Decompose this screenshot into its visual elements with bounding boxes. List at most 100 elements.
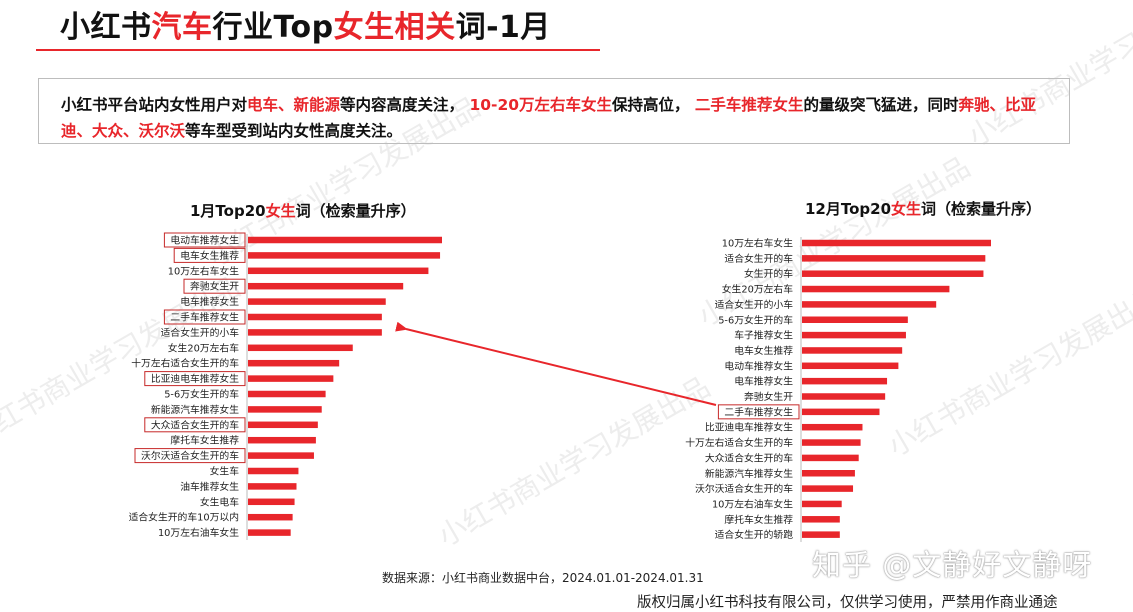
category-label: 5-6万女生开的车	[164, 388, 239, 401]
chart-title-part: 女生	[265, 202, 296, 220]
highlight-box	[163, 232, 246, 248]
chart-title-part: 12月Top20	[805, 200, 892, 218]
chart-title-part: 词（检索量升序）	[295, 202, 416, 220]
bar	[802, 347, 903, 354]
category-label: 10万左右油车女生	[712, 497, 793, 510]
bar	[248, 267, 429, 275]
category-label: 女生20万左右车	[168, 341, 239, 354]
category-label: 摩托车女生推荐	[170, 434, 239, 447]
category-label: 适合女生开的车	[724, 252, 793, 265]
bar	[248, 390, 326, 398]
category-label: 新能源汽车推荐女生	[151, 403, 239, 416]
copyright-notice: 版权归属小红书科技有限公司，仅供学习使用，严禁用作商业通途	[637, 595, 1058, 611]
category-label: 摩托车女生推荐	[724, 513, 793, 526]
chart-title-part: 女生	[891, 200, 922, 218]
summary-text: 小红书平台站内女性用户对	[61, 96, 248, 114]
category-label: 电车推荐女生	[180, 295, 239, 308]
category-label: 适合女生开的小车	[161, 326, 240, 339]
category-label: 10万左右车女生	[722, 237, 793, 250]
title-underline	[36, 49, 600, 51]
bar	[248, 513, 293, 521]
bar	[248, 529, 291, 536]
zhihu-watermark: 知乎 @文静好文静呀	[812, 548, 1093, 582]
bar	[802, 516, 840, 523]
bar	[802, 270, 984, 277]
title-part: 行业Top	[212, 10, 334, 45]
summary-highlight: 二手车推荐女生	[694, 96, 804, 114]
chart-title-dec: 12月Top20女生词（检索量升序）	[805, 198, 1041, 219]
highlight-box	[134, 448, 246, 464]
bar	[248, 359, 340, 367]
bar	[248, 498, 295, 506]
highlight-box	[173, 247, 246, 263]
title-part: 词-1月	[455, 10, 551, 45]
page-title: 小红书汽车行业Top女生相关词-1月	[60, 2, 551, 46]
category-label: 大众适合女生开的车	[705, 451, 793, 464]
bar	[802, 255, 986, 262]
category-label: 十万左右适合女生开的车	[685, 436, 793, 449]
category-label: 二手车推荐女生	[724, 405, 793, 418]
highlight-box	[163, 309, 246, 325]
category-label: 女生电车	[200, 495, 239, 508]
summary-text: 保持高位，	[612, 96, 695, 114]
category-label: 大众适合女生开的车	[151, 418, 239, 431]
bar	[802, 485, 854, 492]
category-label: 电动车推荐女生	[724, 359, 793, 372]
summary-highlight: 奔驰、比亚迪、大众、沃尔沃	[61, 96, 1036, 140]
bar	[802, 316, 908, 323]
bar	[802, 285, 950, 293]
bar	[248, 313, 382, 321]
bar	[802, 362, 899, 370]
bar	[248, 375, 334, 382]
bar	[248, 282, 404, 290]
bar	[802, 408, 880, 416]
category-label: 车子推荐女生	[734, 329, 793, 342]
category-label: 奔驰女生开	[190, 280, 239, 293]
category-label: 沃尔沃适合女生开的车	[695, 482, 793, 495]
bar	[802, 454, 859, 462]
category-label: 女生车	[210, 465, 240, 478]
category-label: 十万左右适合女生开的车	[131, 357, 239, 370]
bar	[248, 236, 442, 244]
bar	[802, 470, 855, 477]
bar	[248, 452, 314, 459]
bar	[248, 406, 322, 413]
category-label: 女生20万左右车	[722, 283, 793, 296]
category-label: 油车推荐女生	[180, 480, 239, 493]
summary-text: 等车型受到站内女性高度关注。	[185, 122, 403, 140]
category-label: 沃尔沃适合女生开的车	[141, 449, 239, 462]
category-label: 二手车推荐女生	[170, 311, 239, 324]
comparison-arrow	[395, 321, 717, 406]
category-label: 女生开的车	[744, 267, 793, 280]
bar	[802, 301, 937, 308]
category-label: 电车女生推荐	[180, 249, 239, 262]
category-label: 比亚迪电车推荐女生	[705, 421, 793, 434]
bar	[802, 393, 886, 400]
bar	[248, 483, 297, 490]
chart-title-part: 1月Top20	[190, 202, 266, 220]
chart-title-jan: 1月Top20女生词（检索量升序）	[190, 200, 416, 221]
bar	[802, 239, 991, 247]
highlight-box	[144, 371, 246, 387]
category-label: 电车女生推荐	[734, 344, 793, 357]
summary-highlight: 10-20万左右车女生	[469, 96, 613, 114]
category-label: 5-6万女生开的车	[718, 313, 793, 326]
category-label: 适合女生开的小车	[715, 298, 794, 311]
summary-highlight: 电车、新能源	[247, 96, 341, 114]
data-source: 数据来源：小红书商业数据中台，2024.01.01-2024.01.31	[382, 571, 704, 585]
title-part: 小红书	[60, 10, 152, 45]
highlight-box	[144, 417, 246, 433]
title-part: 女生相关	[333, 10, 456, 45]
summary-text: 的量级突飞猛进，同时	[803, 96, 959, 114]
bar	[248, 436, 316, 444]
category-label: 新能源汽车推荐女生	[705, 467, 793, 480]
category-label: 10万左右车女生	[168, 264, 239, 277]
bar	[248, 467, 299, 475]
title-part: 汽车	[151, 10, 213, 45]
bar	[802, 377, 888, 385]
category-label: 适合女生开的车10万以内	[129, 511, 239, 524]
category-label: 电车推荐女生	[734, 375, 793, 388]
